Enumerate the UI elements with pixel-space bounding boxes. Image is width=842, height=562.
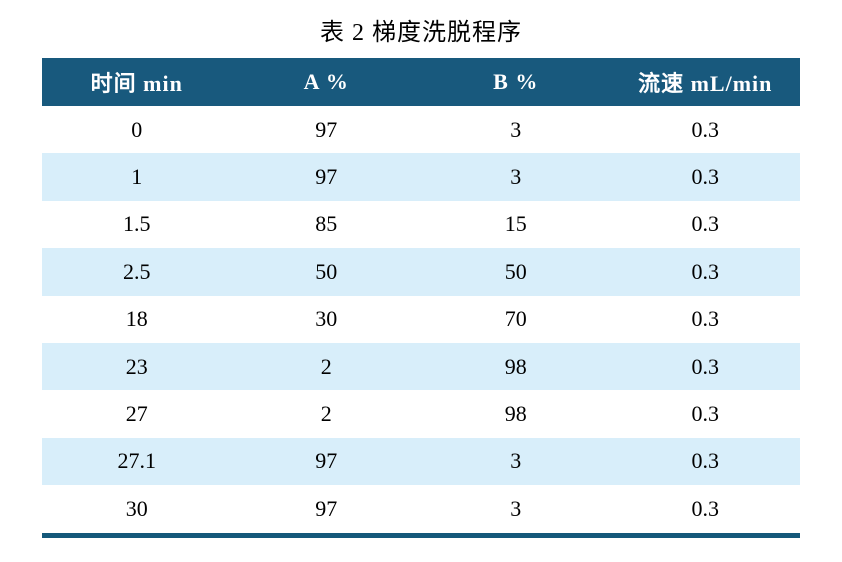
table-cell: 0.3: [691, 401, 720, 427]
table-cell: 2.5: [123, 258, 151, 284]
table-row: 30 97 3 0.3: [42, 485, 800, 535]
table-cell: 27.1: [117, 448, 157, 474]
table-row: 23 2 98 0.3: [42, 342, 800, 391]
table-cell: 3: [510, 164, 522, 190]
table-row: 2.5 50 50 0.3: [42, 248, 800, 296]
table-cell: 0.3: [691, 306, 720, 332]
table-cell: 30: [125, 495, 148, 521]
table-cell: 3: [510, 495, 522, 521]
table-cell: 2: [320, 401, 332, 427]
table-cell: 0.3: [691, 353, 720, 379]
column-header-0: 时间 min: [42, 58, 232, 106]
table-body: 0 97 3 0.3 1 97 3 0.3 1.5 85 15 0.3 2.5 50 50 0.3 18 30 70…: [42, 106, 800, 535]
table-cell: 0.3: [691, 495, 720, 521]
table-cell: 70: [504, 306, 527, 332]
table-row: 1 97 3 0.3: [42, 153, 800, 201]
table-cell: 0.3: [691, 164, 720, 190]
gradient-elution-table: 时间 min A % B % 流速 mL/min 0 97 3 0.3 1 97 3 0.3 1.5 8…: [42, 58, 800, 538]
table-cell: 0.3: [691, 116, 720, 142]
table-header: 时间 min A % B % 流速 mL/min: [42, 58, 800, 106]
table-row: 27.1 97 3 0.3: [42, 437, 800, 486]
table-cell: 97: [315, 116, 338, 142]
table-cell: 98: [504, 401, 527, 427]
table-cell: 50: [504, 258, 527, 284]
table-cell: 23: [125, 353, 148, 379]
table-cell: 98: [504, 353, 527, 379]
column-header-2: B %: [421, 58, 611, 106]
table-cell: 1: [131, 164, 143, 190]
table-cell: 30: [315, 306, 338, 332]
table-row: 27 2 98 0.3: [42, 390, 800, 437]
table-cell: 3: [510, 116, 522, 142]
column-header-1: A %: [231, 58, 421, 106]
table-cell: 0.3: [691, 448, 720, 474]
table-cell: 97: [315, 164, 338, 190]
table-cell: 15: [504, 211, 527, 237]
header-row: 时间 min A % B % 流速 mL/min: [42, 58, 800, 106]
table-row: 0 97 3 0.3: [42, 106, 800, 153]
table-cell: 97: [315, 448, 338, 474]
table-cell: 0: [131, 116, 143, 142]
table-cell: 97: [315, 495, 338, 521]
table-row: 1.5 85 15 0.3: [42, 201, 800, 248]
table-cell: 50: [315, 258, 338, 284]
table-cell: 1.5: [123, 211, 151, 237]
table-cell: 0.3: [691, 258, 720, 284]
table-row: 18 30 70 0.3: [42, 296, 800, 343]
table-cell: 3: [510, 448, 522, 474]
table-cell: 85: [315, 211, 338, 237]
table-title: 表 2 梯度洗脱程序: [320, 20, 522, 46]
table-cell: 18: [125, 306, 148, 332]
table-cell: 2: [320, 353, 332, 379]
table-cell: 0.3: [691, 211, 720, 237]
column-header-3: 流速 mL/min: [610, 58, 800, 106]
table-cell: 27: [125, 401, 148, 427]
